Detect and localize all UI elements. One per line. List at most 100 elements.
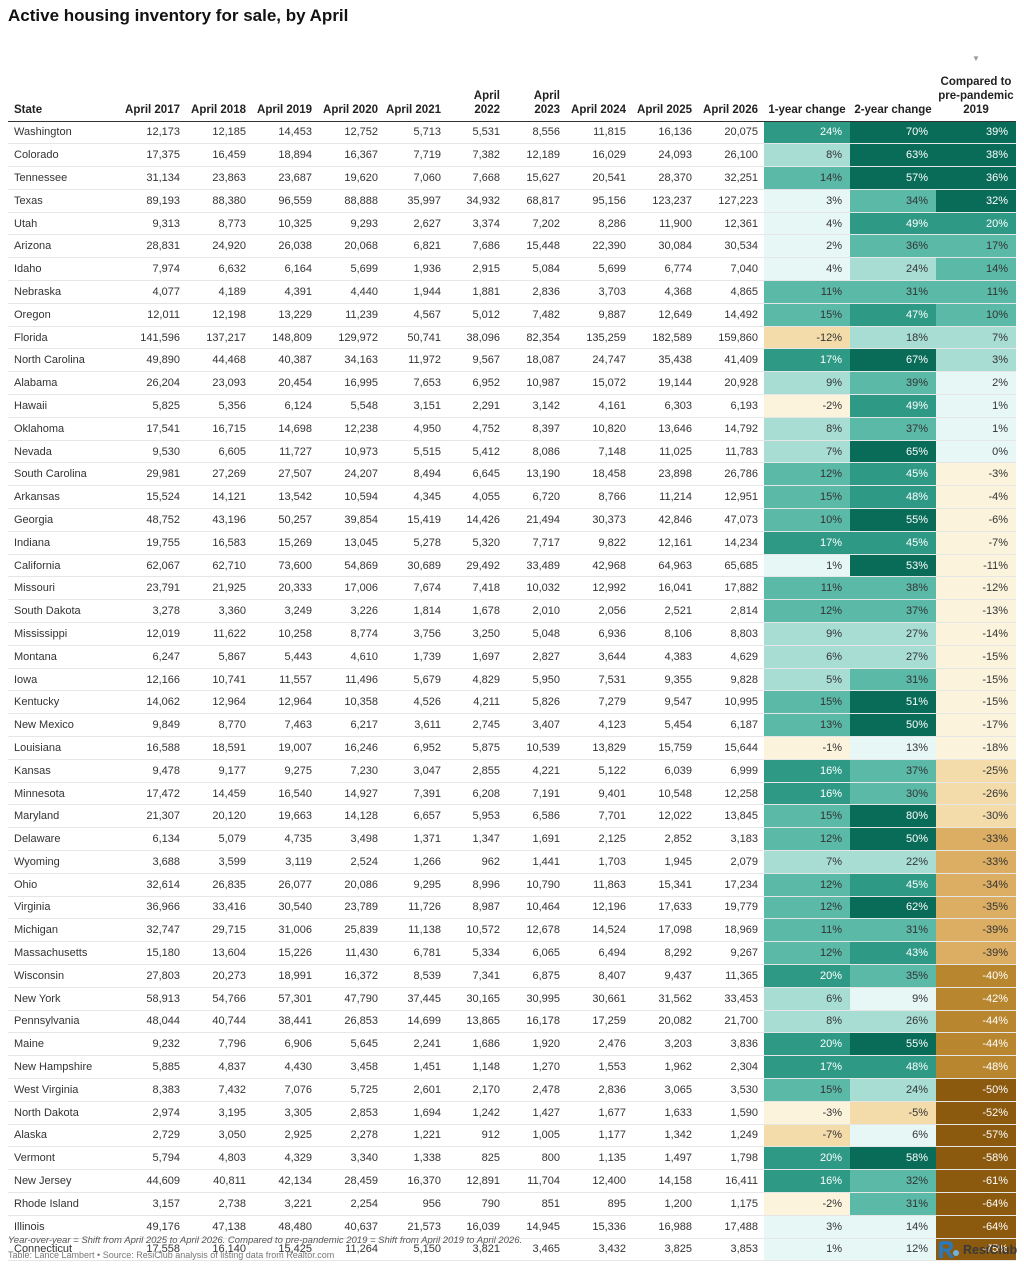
inventory-value: 2,278 [318,1124,384,1148]
one-year-change-cell: 17% [764,348,850,373]
column-header[interactable]: April 2026 [698,52,764,122]
inventory-value: 7,391 [384,782,447,806]
column-header-sorted[interactable]: ▼ Compared to pre-pandemic 2019 [936,52,1016,122]
pre-pandemic-change-cell: -35% [936,896,1016,920]
one-year-change-cell: 13% [764,713,850,738]
inventory-value: 12,992 [566,576,632,601]
one-year-change-cell: 12% [764,941,850,965]
inventory-value: 16,029 [566,143,632,168]
inventory-value: 1,441 [506,850,566,874]
pre-pandemic-change-cell: -3% [936,462,1016,487]
column-header[interactable]: April 2022 [447,52,506,122]
inventory-value: 16,411 [698,1169,764,1193]
inventory-value: 2,254 [318,1192,384,1216]
inventory-value: 7,974 [120,257,186,282]
inventory-value: 8,407 [566,964,632,988]
inventory-value: 3,611 [384,713,447,738]
inventory-value: 7,040 [698,257,764,282]
inventory-value: 73,600 [252,554,318,578]
table-row: Montana 6,247 5,867 5,443 4,610 1,739 1,697 2,8… [8,645,1016,669]
two-year-change-cell: 51% [850,690,936,715]
inventory-value: 7,279 [566,690,632,715]
inventory-value: 1,135 [566,1146,632,1171]
column-header[interactable]: April 2017 [120,52,186,122]
column-header[interactable]: April 2023 [506,52,566,122]
two-year-change-cell: 36% [850,234,936,259]
inventory-value: 11,239 [318,303,384,327]
table-row: New Jersey 44,609 40,811 42,134 28,459 16,370… [8,1169,1016,1193]
inventory-value: 29,715 [186,918,252,943]
pre-pandemic-change-cell: -39% [936,941,1016,965]
inventory-value: 7,432 [186,1078,252,1102]
state-name: Arkansas [8,485,120,510]
inventory-value: 48,480 [252,1215,318,1239]
inventory-value: 3,836 [698,1032,764,1057]
table-row: Wisconsin 27,803 20,273 18,991 16,372 8,539 7,… [8,964,1016,988]
two-year-change-cell: 24% [850,1078,936,1102]
inventory-value: 14,062 [120,690,186,715]
inventory-value: 12,752 [318,121,384,145]
one-year-change-cell: 1% [764,1238,850,1262]
column-header[interactable]: April 2019 [252,52,318,122]
inventory-value: 1,677 [566,1101,632,1125]
inventory-value: 6,208 [447,782,506,806]
two-year-change-cell: 63% [850,143,936,168]
two-year-change-cell: 49% [850,394,936,418]
inventory-value: 3,498 [318,827,384,851]
inventory-value: 1,175 [698,1192,764,1216]
inventory-value: 47,138 [186,1215,252,1239]
inventory-value: 5,012 [447,303,506,327]
inventory-value: 21,573 [384,1215,447,1239]
inventory-value: 30,661 [566,987,632,1011]
inventory-value: 16,540 [252,782,318,806]
two-year-change-cell: 45% [850,873,936,897]
inventory-value: 23,863 [186,166,252,190]
inventory-value: 20,273 [186,964,252,988]
inventory-value: 5,826 [506,690,566,715]
inventory-value: 12,258 [698,782,764,806]
inventory-value: 5,699 [318,257,384,282]
inventory-value: 17,098 [632,918,698,943]
inventory-value: 15,269 [252,531,318,555]
inventory-value: 3,226 [318,599,384,624]
pre-pandemic-change-cell: -39% [936,918,1016,943]
inventory-value: 17,006 [318,576,384,601]
inventory-value: 4,329 [252,1146,318,1171]
column-header[interactable]: April 2020 [318,52,384,122]
column-header[interactable]: 1-year change [764,52,850,122]
inventory-value: 8,774 [318,622,384,646]
table-row: Mississippi 12,019 11,622 10,258 8,774 3,756 3… [8,622,1016,646]
inventory-value: 4,161 [566,394,632,418]
inventory-value: 15,759 [632,736,698,760]
pre-pandemic-change-cell: 38% [936,143,1016,168]
column-header[interactable]: April 2024 [566,52,632,122]
inventory-value: 6,217 [318,713,384,738]
table-row: Maryland 21,307 20,120 19,663 14,128 6,657 5,9… [8,804,1016,829]
inventory-value: 26,204 [120,371,186,396]
table-row: Vermont 5,794 4,803 4,329 3,340 1,338 825 800 1,… [8,1146,1016,1171]
inventory-value: 34,932 [447,189,506,213]
inventory-value: 2,915 [447,257,506,282]
pre-pandemic-change-cell: -61% [936,1169,1016,1193]
inventory-value: 1,678 [447,599,506,624]
column-header[interactable]: April 2021 [384,52,447,122]
column-header[interactable]: April 2025 [632,52,698,122]
inventory-value: 5,699 [566,257,632,282]
inventory-value: 5,950 [506,668,566,692]
column-header[interactable]: April 2018 [186,52,252,122]
inventory-value: 1,814 [384,599,447,624]
one-year-change-cell: 20% [764,964,850,988]
inventory-value: 9,478 [120,759,186,783]
inventory-value: 17,633 [632,896,698,920]
column-header[interactable]: 2-year change [850,52,936,122]
table-row: Michigan 32,747 29,715 31,006 25,839 11,138 10… [8,918,1016,943]
inventory-value: 23,791 [120,576,186,601]
inventory-value: 1,936 [384,257,447,282]
table-row: Utah 9,313 8,773 10,325 9,293 2,627 3,374 7,202… [8,212,1016,236]
column-header[interactable]: State [8,52,120,122]
pre-pandemic-change-cell: -52% [936,1101,1016,1125]
inventory-value: 10,820 [566,417,632,441]
inventory-value: 12,964 [252,690,318,715]
two-year-change-cell: 58% [850,1146,936,1171]
inventory-value: 18,894 [252,143,318,168]
